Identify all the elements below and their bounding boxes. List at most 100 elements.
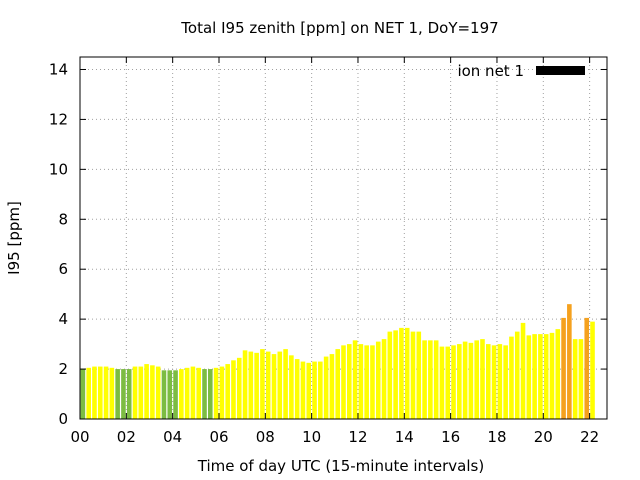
bar <box>561 317 566 419</box>
bar <box>578 339 584 419</box>
bar <box>86 367 91 419</box>
bar <box>462 341 468 419</box>
bar <box>132 366 138 419</box>
bar <box>109 367 115 419</box>
bar <box>567 304 572 419</box>
bar <box>300 361 306 419</box>
bar <box>173 370 178 419</box>
bar <box>115 369 120 419</box>
bar <box>468 342 474 419</box>
bar <box>410 331 416 419</box>
bar <box>358 344 364 419</box>
y-tick-label: 2 <box>58 360 68 378</box>
bar <box>248 351 254 419</box>
bar <box>236 357 242 419</box>
y-tick-label: 14 <box>49 60 68 78</box>
plot-frame <box>79 56 608 420</box>
bar <box>265 351 271 419</box>
bar <box>346 344 352 419</box>
legend-swatch <box>536 66 585 75</box>
x-tick-label: 04 <box>163 428 182 446</box>
bar <box>277 351 283 419</box>
bar <box>549 332 555 419</box>
bar <box>439 346 445 419</box>
bar <box>404 327 410 419</box>
bar <box>370 345 375 419</box>
bar <box>150 365 155 419</box>
bar <box>161 370 167 419</box>
bar <box>509 336 514 419</box>
bar <box>196 367 202 419</box>
x-tick-label: 14 <box>395 428 414 446</box>
bar <box>121 369 126 419</box>
bar <box>433 340 439 419</box>
bar <box>329 354 335 419</box>
bar <box>179 369 184 419</box>
bar <box>242 350 248 419</box>
bar <box>485 344 491 419</box>
legend-label: ion net 1 <box>457 62 524 80</box>
bar <box>312 361 317 419</box>
bar <box>138 366 144 419</box>
bar <box>97 366 103 419</box>
bar <box>520 322 526 419</box>
y-tick-label: 0 <box>58 410 68 428</box>
y-tick-label: 10 <box>49 160 68 178</box>
bar <box>289 355 294 419</box>
bar <box>422 340 427 419</box>
bar <box>555 329 561 419</box>
x-tick-label: 10 <box>302 428 321 446</box>
bar <box>318 361 323 419</box>
bar <box>155 366 161 419</box>
bar <box>126 369 132 419</box>
y-tick-label: 6 <box>58 260 68 278</box>
bar <box>202 369 207 419</box>
bar <box>387 331 393 419</box>
bar <box>590 321 595 419</box>
bar <box>543 334 549 419</box>
y-ticks: 0 2 4 6 8 10 12 14 <box>49 60 607 428</box>
bar <box>526 335 532 419</box>
x-tick-label: 18 <box>487 428 506 446</box>
bar <box>225 364 230 419</box>
x-tick-label: 00 <box>70 428 89 446</box>
bar <box>294 359 300 419</box>
x-tick-label: 12 <box>348 428 367 446</box>
bar <box>80 369 86 419</box>
x-tick-label: 02 <box>117 428 136 446</box>
bar <box>381 339 387 419</box>
bar <box>514 331 520 419</box>
bar <box>219 366 225 419</box>
bar <box>260 349 265 419</box>
bar <box>335 349 341 419</box>
x-tick-label: 22 <box>580 428 599 446</box>
bar <box>480 339 485 419</box>
x-tick-label: 16 <box>441 428 460 446</box>
y-tick-label: 4 <box>58 310 68 328</box>
x-tick-label: 06 <box>209 428 228 446</box>
bar <box>323 356 329 419</box>
bar <box>213 367 219 419</box>
bar <box>474 340 479 419</box>
bar <box>231 360 236 419</box>
bar <box>190 366 196 419</box>
x-ticks: 00 02 04 06 08 10 12 14 16 18 20 22 <box>70 57 599 446</box>
grid-lines <box>80 57 607 419</box>
bar <box>341 345 346 419</box>
bar <box>584 317 590 419</box>
bar <box>399 327 404 419</box>
x-axis-label: Time of day UTC (15-minute intervals) <box>197 457 484 475</box>
legend: ion net 1 <box>457 62 585 80</box>
y-tick-label: 8 <box>58 210 68 228</box>
bar <box>271 354 277 419</box>
bars-group <box>80 304 595 419</box>
bar <box>144 364 149 419</box>
y-axis-label: I95 [ppm] <box>5 201 23 275</box>
bar <box>352 340 358 419</box>
bar <box>503 345 508 419</box>
x-tick-label: 20 <box>534 428 553 446</box>
bar <box>393 330 398 419</box>
bar <box>283 349 288 419</box>
y-tick-label: 12 <box>49 110 68 128</box>
